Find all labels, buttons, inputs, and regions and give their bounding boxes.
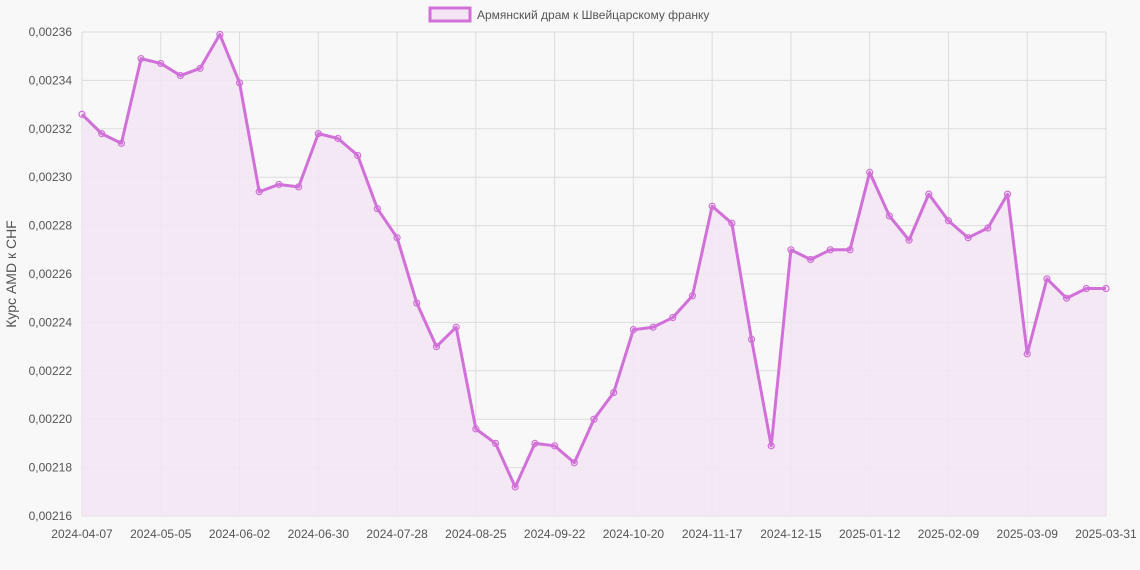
x-tick-label: 2025-01-12	[839, 527, 901, 541]
data-point[interactable]	[314, 130, 322, 138]
y-axis-title: Курс AMD к CHF	[3, 220, 19, 327]
data-point[interactable]	[1003, 190, 1012, 198]
data-point[interactable]	[176, 71, 185, 80]
data-point[interactable]	[472, 425, 480, 433]
data-point[interactable]	[373, 205, 381, 213]
data-point[interactable]	[866, 168, 874, 176]
data-point[interactable]	[610, 388, 618, 397]
data-point[interactable]	[78, 110, 86, 118]
y-tick-label: 0,00232	[29, 122, 73, 136]
x-tick-label: 2025-02-09	[918, 527, 980, 541]
data-point[interactable]	[432, 343, 441, 351]
data-point[interactable]	[669, 313, 677, 322]
data-point[interactable]	[117, 139, 125, 147]
data-point[interactable]	[354, 151, 362, 160]
data-point[interactable]	[590, 415, 598, 423]
y-tick-label: 0,00218	[29, 461, 73, 475]
data-point[interactable]	[235, 79, 244, 87]
data-point[interactable]	[1082, 284, 1090, 293]
data-point[interactable]	[295, 183, 303, 191]
data-point[interactable]	[570, 459, 578, 467]
legend-label: Армянский драм к Швейцарскому франку	[477, 8, 709, 22]
data-point[interactable]	[393, 234, 401, 242]
data-point[interactable]	[747, 335, 756, 343]
data-point[interactable]	[452, 323, 460, 331]
data-point[interactable]	[925, 190, 933, 198]
data-point[interactable]	[846, 246, 854, 254]
y-tick-label: 0,00226	[29, 267, 73, 281]
x-tick-label: 2024-08-25	[445, 527, 507, 541]
data-point[interactable]	[1023, 350, 1031, 358]
data-point[interactable]	[334, 134, 342, 143]
data-point[interactable]	[255, 188, 263, 196]
y-tick-label: 0,00220	[29, 412, 73, 426]
data-point[interactable]	[1063, 294, 1071, 302]
data-point[interactable]	[511, 483, 519, 491]
data-point[interactable]	[551, 442, 559, 450]
data-point[interactable]	[905, 236, 913, 244]
x-tick-label: 2024-10-20	[603, 527, 665, 541]
data-point[interactable]	[491, 439, 500, 447]
x-tick-label: 2024-07-28	[366, 527, 428, 541]
x-tick-label: 2024-09-22	[524, 527, 586, 541]
data-point[interactable]	[157, 59, 165, 68]
data-point[interactable]	[98, 130, 106, 138]
data-point[interactable]	[767, 442, 775, 450]
data-point[interactable]	[216, 30, 224, 39]
x-tick-label: 2025-03-09	[997, 527, 1059, 541]
data-point[interactable]	[413, 299, 421, 307]
data-point[interactable]	[649, 323, 657, 331]
data-point[interactable]	[787, 246, 795, 254]
x-tick-label: 2024-06-30	[288, 527, 350, 541]
data-point[interactable]	[629, 326, 637, 334]
x-tick-label: 2025-03-31	[1075, 527, 1137, 541]
y-tick-label: 0,00224	[29, 315, 73, 329]
data-point[interactable]	[807, 255, 815, 264]
data-point[interactable]	[1043, 275, 1051, 283]
data-point[interactable]	[1102, 284, 1110, 293]
y-tick-label: 0,00228	[29, 219, 73, 233]
data-point[interactable]	[964, 234, 972, 242]
x-tick-label: 2024-11-17	[682, 527, 743, 541]
y-axis-ticks: 0,00236 0,00234 0,00232 0,00230 0,00228 0,002…	[29, 25, 73, 523]
data-point[interactable]	[275, 180, 283, 189]
y-tick-label: 0,00236	[29, 25, 73, 39]
x-axis-ticks: 2024-04-07 2024-05-05 2024-06-02 2024-06-30…	[51, 527, 1137, 541]
data-point[interactable]	[826, 246, 834, 254]
data-point[interactable]	[688, 292, 697, 300]
data-point[interactable]	[885, 212, 893, 220]
y-tick-label: 0,00234	[29, 73, 73, 87]
legend-swatch	[428, 6, 472, 23]
series-area-fill	[82, 34, 1106, 517]
series-points	[78, 30, 1110, 491]
y-tick-label: 0,00216	[29, 509, 73, 523]
x-tick-label: 2024-12-15	[760, 527, 822, 541]
data-point[interactable]	[196, 64, 204, 72]
data-point[interactable]	[137, 55, 145, 63]
series-line	[80, 32, 1106, 489]
data-point[interactable]	[728, 219, 736, 227]
x-tick-label: 2024-04-07	[51, 527, 113, 541]
y-tick-label: 0,00230	[29, 170, 73, 184]
data-point[interactable]	[708, 202, 716, 210]
y-tick-label: 0,00222	[29, 364, 73, 378]
data-point[interactable]	[984, 224, 992, 232]
data-point[interactable]	[531, 439, 539, 447]
data-point[interactable]	[944, 217, 953, 225]
chart-legend[interactable]: Армянский драм к Швейцарскому франку	[428, 6, 709, 23]
x-tick-label: 2024-06-02	[209, 527, 271, 541]
x-tick-label: 2024-05-05	[130, 527, 192, 541]
